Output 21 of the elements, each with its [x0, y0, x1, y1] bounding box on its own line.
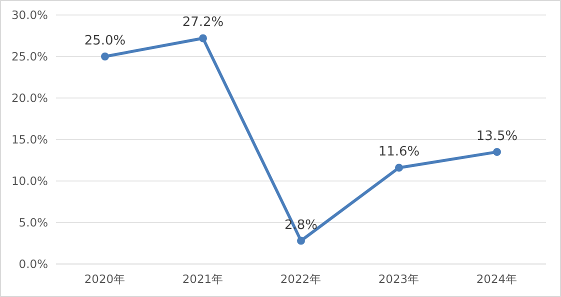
y-tick-label: 30.0%	[11, 8, 48, 22]
data-label: 11.6%	[378, 144, 420, 160]
y-tick-label: 15.0%	[11, 132, 48, 146]
point	[101, 52, 109, 60]
y-tick-label: 0.0%	[18, 257, 48, 271]
point	[395, 164, 403, 172]
data-label: 27.2%	[182, 15, 224, 30]
x-tick-label: 2021年	[182, 272, 224, 286]
y-tick-label: 5.0%	[18, 216, 48, 230]
x-tick-label: 2020年	[84, 272, 126, 286]
data-label: 13.5%	[476, 128, 518, 144]
x-tick-label: 2022年	[280, 272, 322, 286]
x-tick-label: 2023年	[378, 272, 420, 286]
data-label: 25.0%	[84, 34, 126, 48]
point	[493, 148, 501, 156]
point	[297, 236, 305, 245]
x-tick-label: 2024年	[476, 272, 518, 286]
point	[199, 34, 207, 42]
y-tick-label: 10.0%	[11, 174, 48, 188]
y-tick-label: 25.0%	[11, 50, 48, 64]
y-tick-label: 20.0%	[11, 91, 48, 105]
